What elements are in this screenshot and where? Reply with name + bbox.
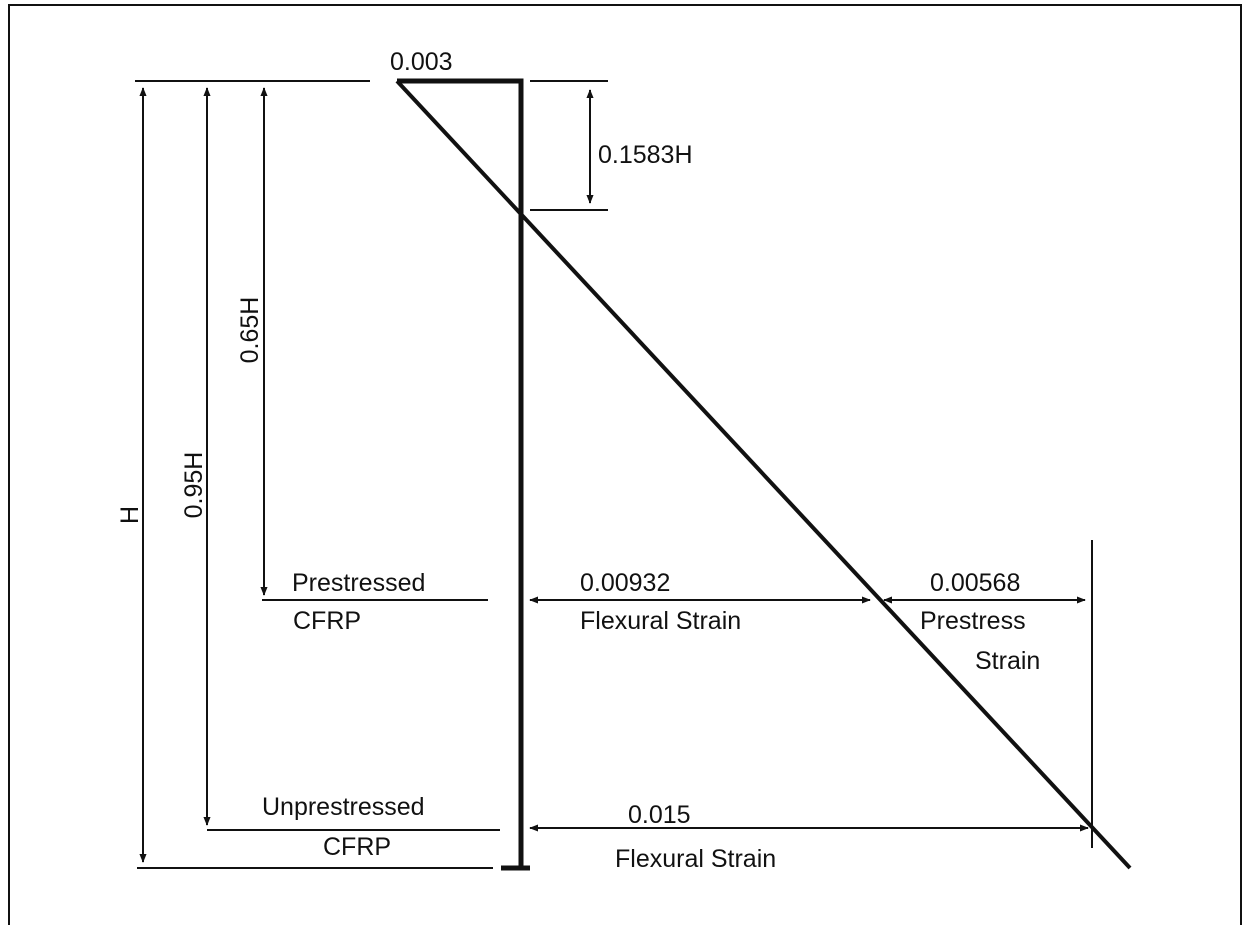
label: 0.003	[390, 48, 453, 76]
strain-line	[395, 79, 1132, 870]
label: 0.015	[628, 801, 691, 829]
label: 0.00932	[580, 569, 670, 597]
label: 0.1583H	[598, 141, 693, 169]
label: 0.65H	[236, 297, 264, 364]
label: Flexural Strain	[615, 845, 776, 873]
frame	[8, 4, 1242, 925]
label: Prestress	[920, 607, 1026, 635]
label: Strain	[975, 647, 1040, 675]
label: CFRP	[323, 833, 391, 861]
section-outline	[397, 78, 524, 868]
label: 0.00568	[930, 569, 1020, 597]
label: Prestressed	[292, 569, 425, 597]
label: H	[116, 506, 144, 524]
label: Unprestressed	[262, 793, 425, 821]
label: 0.95H	[180, 452, 208, 519]
label: Flexural Strain	[580, 607, 741, 635]
label: CFRP	[293, 607, 361, 635]
